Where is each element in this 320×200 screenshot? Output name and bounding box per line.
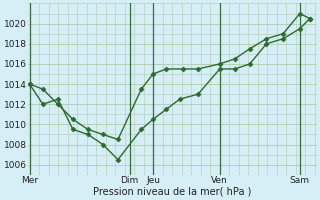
X-axis label: Pression niveau de la mer( hPa ): Pression niveau de la mer( hPa ) xyxy=(93,187,252,197)
